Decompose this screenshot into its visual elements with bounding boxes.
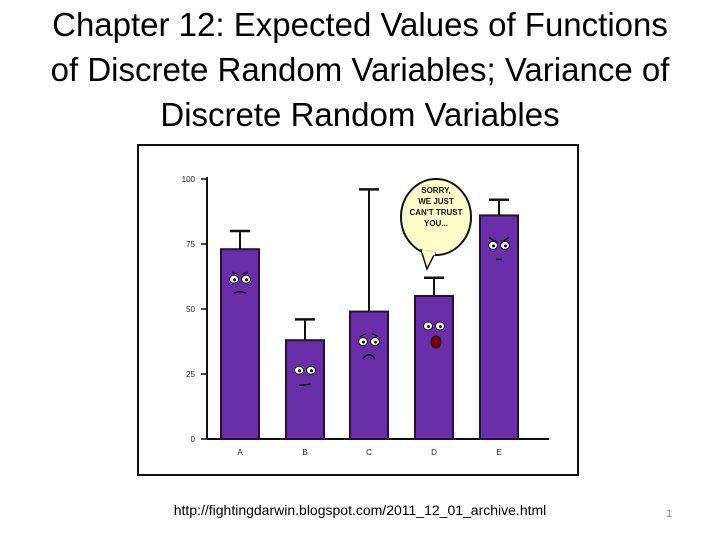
bar-b [285,339,325,440]
face-frown-icon [229,271,251,294]
face-flat-icon [294,365,316,386]
y-tick-label: 25 [186,370,195,379]
right-eye-pupil [504,244,507,248]
page-number: 1 [666,508,673,520]
x-tick-label: C [366,448,372,457]
bar-e [479,214,519,441]
cartoon-bar-chart: 0 25 50 75 100 A B C D E SORRY, WE JUST CAN'T TRUST Y… [137,144,579,476]
left-eye-pupil [298,369,301,373]
x-tick-label: E [496,448,501,457]
mouth [298,383,312,386]
bar-a [220,248,260,440]
right-eye-pupil [245,278,248,282]
brows [488,236,510,244]
right-eye-pupil [310,369,313,373]
y-tick-label: 100 [182,175,196,184]
speech-bubble: SORRY, WE JUST CAN'T TRUST YOU... [400,178,472,271]
left-eye-pupil [233,278,236,282]
left-eye-pupil [362,340,365,344]
mouth [362,353,376,360]
speech-bubble-line: YOU... [424,219,448,228]
right-eye-pupil [439,325,442,328]
x-tick-label: B [302,448,307,457]
face-worried-icon [358,333,380,360]
bar-chart-svg: 0 25 50 75 100 A B C D E SORRY, WE JUST CAN'T TRUST Y… [182,175,549,457]
right-eye-pupil [374,340,377,344]
slide-title-line-1: Chapter 12: Expected Values of Functions [52,6,668,43]
y-tick-label: 0 [191,435,196,444]
mouth [233,290,247,294]
face-shouting-icon [423,321,445,349]
x-tick-label: D [431,448,437,457]
brows [231,271,249,275]
speech-bubble-line: CAN'T TRUST [409,208,462,217]
mouth [430,335,442,349]
brows [359,333,379,338]
speech-bubble-shape [400,178,472,256]
bar-d [414,295,454,440]
source-link[interactable]: http://fightingdarwin.blogspot.com/2011_… [173,502,547,518]
speech-bubble-tail-join [421,249,436,256]
slide-title-line-3: Discrete Random Variables [160,96,560,133]
slide-title-line-2: of Discrete Random Variables; Variance o… [50,51,670,88]
left-eye-pupil [427,325,430,328]
y-tick-label: 75 [186,240,195,249]
face-angry-icon [488,236,510,261]
speech-bubble-line: WE JUST [418,197,454,206]
y-tick-label: 50 [186,305,195,314]
bar-c [349,310,389,441]
x-tick-label: A [237,448,243,457]
speech-bubble-line: SORRY, [421,186,451,195]
left-eye-pupil [492,244,495,248]
slide-title: Chapter 12: Expected Values of Functions… [0,2,720,137]
